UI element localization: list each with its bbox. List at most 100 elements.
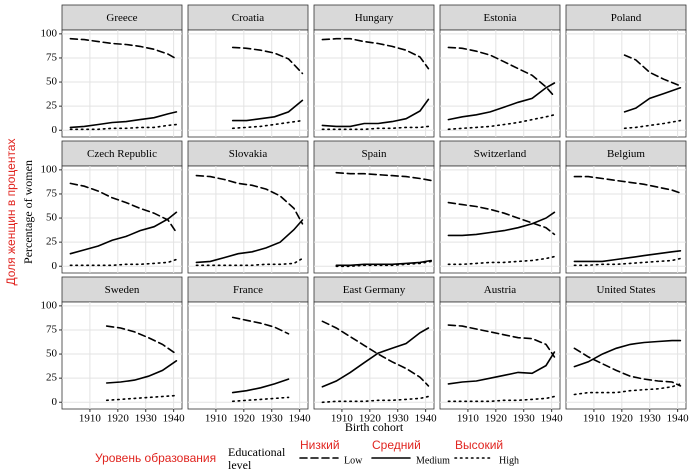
x-tick-label: 1940	[541, 413, 564, 425]
legend-title-ru: Уровень образования	[95, 451, 216, 465]
series-line	[321, 125, 430, 131]
panel	[565, 29, 687, 138]
y-tick-label: 75	[46, 187, 58, 199]
panel-title: United States	[597, 284, 656, 296]
y-tick-label: 75	[46, 323, 58, 335]
strip	[439, 4, 561, 31]
panel	[439, 165, 561, 274]
series-line	[231, 378, 290, 394]
strip	[313, 140, 435, 167]
series-line	[105, 325, 178, 355]
y-tick-label: 100	[41, 163, 58, 175]
x-tick-label: 1940	[163, 413, 186, 425]
panel-title: Switzerland	[474, 148, 527, 160]
series-line	[195, 219, 304, 264]
series-line	[623, 87, 682, 113]
y-label: Percentage of women	[21, 160, 35, 264]
strip	[187, 276, 309, 303]
x-tick-label: 1910	[583, 413, 606, 425]
series-line	[321, 98, 430, 128]
series-line	[447, 395, 556, 403]
strip	[313, 4, 435, 31]
legend-label-ru: Низкий	[300, 438, 340, 452]
series-line	[69, 182, 178, 234]
panel-title: Estonia	[484, 12, 517, 24]
panel-title: Poland	[611, 12, 642, 24]
x-tick-label: 1920	[485, 413, 508, 425]
series-line	[573, 250, 682, 263]
panel-title: Sweden	[105, 284, 140, 296]
panel	[61, 29, 183, 138]
x-tick-label: 1910	[79, 413, 102, 425]
series-line	[105, 360, 178, 384]
series-line	[69, 258, 178, 267]
panel-title: Hungary	[355, 12, 394, 24]
series-line	[69, 37, 178, 60]
panel-title: Belgium	[607, 148, 645, 160]
strip	[565, 276, 687, 303]
series-line	[447, 211, 556, 237]
y-label-ru: Доля женщин в процентах	[4, 139, 18, 286]
x-label: Birth cohort	[345, 420, 404, 434]
legend-label-ru: Средний	[372, 438, 421, 452]
x-tick-label: 1930	[135, 413, 158, 425]
panel	[313, 165, 435, 274]
series-line	[335, 171, 432, 182]
strip	[313, 276, 435, 303]
series-line	[231, 99, 304, 122]
series-line	[231, 396, 290, 403]
panel-title: Slovakia	[229, 148, 268, 160]
panel-title: Croatia	[232, 12, 264, 24]
legend-label: High	[499, 455, 519, 466]
strip	[61, 276, 183, 303]
series-line	[321, 37, 430, 70]
panel-title: Greece	[106, 12, 137, 24]
strip	[565, 4, 687, 31]
y-tick-label: 25	[46, 372, 58, 384]
y-tick-label: 50	[46, 348, 58, 360]
series-line	[105, 394, 178, 402]
x-tick-label: 1940	[289, 413, 312, 425]
series-line	[335, 259, 432, 267]
x-tick-label: 1910	[331, 413, 354, 425]
legend-title: Educational level	[228, 445, 286, 472]
series-line	[447, 255, 556, 266]
legend-label: Low	[344, 455, 363, 466]
series-line	[447, 351, 556, 385]
legend-label: Medium	[416, 455, 450, 466]
series-line	[447, 201, 556, 236]
series-line	[231, 316, 290, 335]
strip	[61, 4, 183, 31]
series-line	[573, 257, 682, 267]
series-line	[573, 383, 682, 396]
y-tick-label: 100	[41, 299, 58, 311]
panel	[187, 301, 309, 410]
series-line	[195, 257, 304, 267]
series-line	[69, 211, 178, 255]
panel-title: Czech Republic	[87, 148, 157, 160]
y-tick-label: 25	[46, 100, 58, 112]
panel	[61, 301, 183, 410]
x-tick-label: 1940	[667, 413, 690, 425]
series-line	[321, 327, 430, 388]
series-line	[231, 46, 304, 75]
series-line	[447, 82, 556, 121]
x-tick-label: 1930	[639, 413, 662, 425]
panel	[313, 29, 435, 138]
series-line	[195, 174, 304, 225]
panel	[61, 165, 183, 274]
x-tick-label: 1940	[415, 413, 438, 425]
y-tick-label: 25	[46, 236, 58, 248]
y-tick-label: 0	[52, 260, 58, 272]
panel	[187, 165, 309, 274]
strip	[439, 276, 561, 303]
x-tick-label: 1930	[513, 413, 536, 425]
panel-title: Spain	[361, 148, 387, 160]
strip	[439, 140, 561, 167]
y-tick-label: 0	[52, 124, 58, 136]
panel-title: France	[233, 284, 263, 296]
x-tick-label: 1920	[233, 413, 256, 425]
series-line	[447, 324, 556, 358]
x-tick-label: 1920	[611, 413, 634, 425]
